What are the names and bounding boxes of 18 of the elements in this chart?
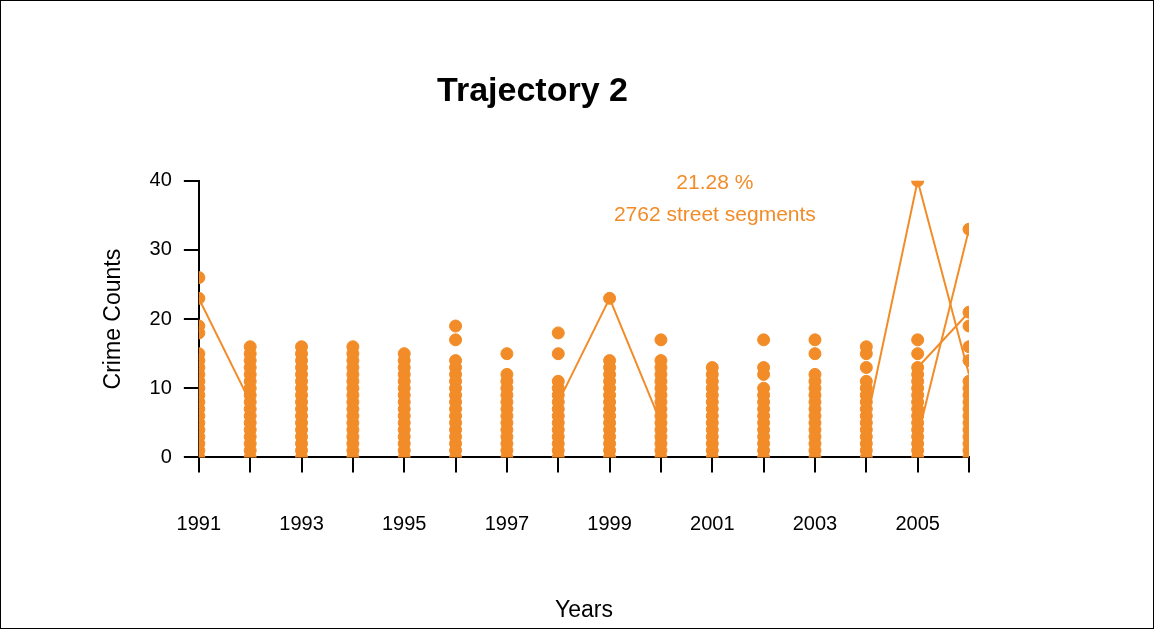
x-tick-label: 2003 bbox=[792, 511, 838, 534]
x-tick-label: 2005 bbox=[895, 511, 940, 534]
annotation: 21.28 % bbox=[676, 169, 754, 193]
x-axis-title: Years bbox=[554, 595, 613, 622]
y-tick-label: 0 bbox=[160, 444, 172, 467]
x-tick-label: 1999 bbox=[587, 511, 632, 534]
annotation: 2762 street segments bbox=[613, 201, 816, 225]
chart-title: Trajectory 2 bbox=[437, 69, 628, 108]
x-tick-label: 1997 bbox=[484, 511, 530, 534]
y-tick-label: 30 bbox=[149, 237, 172, 260]
x-tick-label: 1993 bbox=[279, 511, 324, 534]
x-tick-label: 1991 bbox=[176, 511, 222, 534]
x-tick-label: 2001 bbox=[690, 511, 735, 534]
x-tick-label: 1995 bbox=[381, 511, 427, 534]
y-tick-label: 10 bbox=[149, 375, 172, 398]
y-axis-title: Crime Counts bbox=[99, 248, 126, 390]
y-tick-label: 40 bbox=[149, 168, 172, 191]
y-tick-label: 20 bbox=[149, 306, 172, 329]
